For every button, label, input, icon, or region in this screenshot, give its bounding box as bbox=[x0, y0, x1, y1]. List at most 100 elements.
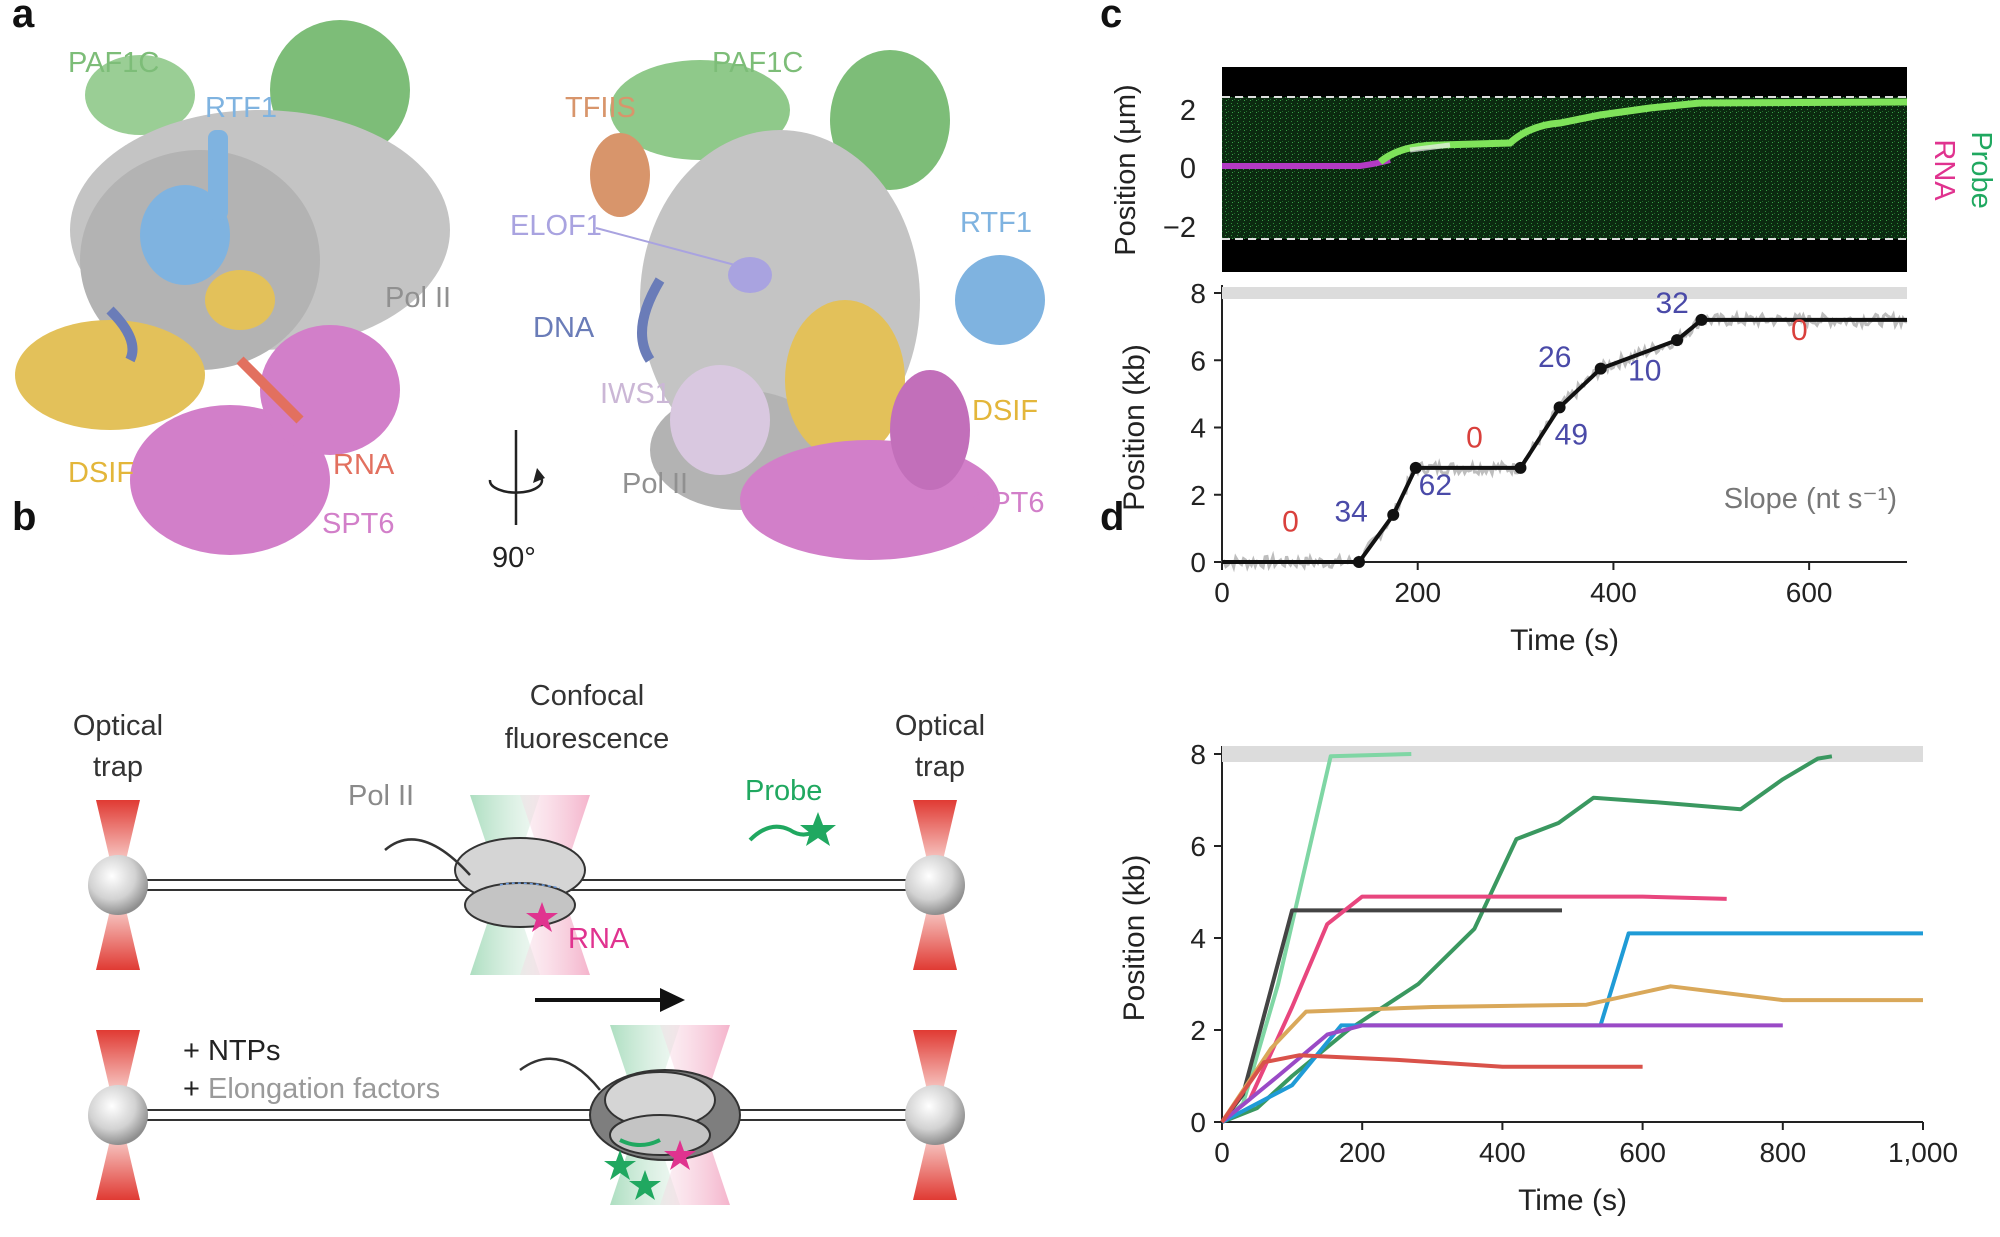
label-dsif-left: DSIF bbox=[68, 457, 134, 489]
chart-d-limit-band bbox=[1222, 746, 1923, 762]
chart-c-slope-label: 0 bbox=[1282, 506, 1299, 539]
chart-d-series-line-2 bbox=[1221, 754, 1833, 1124]
kymo-side-rna: RNA bbox=[1928, 139, 1960, 201]
label-rna-left: RNA bbox=[333, 449, 395, 481]
label-trap-right-2: trap bbox=[915, 751, 965, 783]
chart-d-xlabel: Time (s) bbox=[1518, 1184, 1627, 1217]
chart-d-series-line-3 bbox=[1220, 908, 1562, 1124]
kymo-rna-trace bbox=[1222, 157, 1391, 169]
bead-right-top bbox=[905, 855, 965, 915]
label-elongation: + Elongation factors bbox=[183, 1073, 440, 1105]
kymo-ytick-2: 2 bbox=[1180, 95, 1196, 127]
chart-c-breakpoint bbox=[1553, 401, 1566, 414]
label-confocal-1: Confocal bbox=[530, 680, 644, 712]
chart-d-ytick-label: 0 bbox=[1190, 1107, 1206, 1138]
panel-label-b: b bbox=[12, 495, 37, 539]
label-rotation: 90° bbox=[492, 542, 536, 574]
chart-d-series-line-8 bbox=[1220, 1053, 1643, 1124]
chart-c-slope-label: 26 bbox=[1538, 341, 1571, 374]
chart-d-series-line-6 bbox=[1220, 984, 1923, 1124]
chart-c-breakpoint bbox=[1695, 313, 1708, 326]
direction-arrow bbox=[535, 988, 685, 1012]
chart-c-ytick-label: 0 bbox=[1190, 547, 1206, 578]
pol2-schematic-top bbox=[384, 837, 586, 932]
chart-d-series-line-5 bbox=[1221, 931, 1923, 1124]
chart-c-slope-label: 10 bbox=[1628, 354, 1661, 387]
chart-d-ylabel: Position (kb) bbox=[1118, 855, 1151, 1022]
trap-right-bottom bbox=[913, 1030, 957, 1200]
chart-d-ytick-label: 2 bbox=[1190, 1015, 1206, 1046]
panel-label-a: a bbox=[12, 0, 35, 36]
label-paf1c-left: PAF1C bbox=[68, 47, 159, 79]
chart-c-breakpoint bbox=[1514, 461, 1527, 474]
chart-c-xtick-label: 400 bbox=[1590, 577, 1637, 608]
panel-a-structures bbox=[15, 20, 1045, 560]
chart-d-xtick-label: 0 bbox=[1214, 1137, 1230, 1168]
chart-c-xlabel: Time (s) bbox=[1510, 624, 1619, 657]
label-iws1: IWS1 bbox=[600, 378, 671, 410]
chart-c-breakpoint bbox=[1353, 556, 1365, 568]
chart-c-breakpoint bbox=[1409, 461, 1422, 474]
label-spt6-right: SPT6 bbox=[972, 487, 1045, 519]
chart-c-slope-label: 34 bbox=[1334, 496, 1367, 529]
panel-label-d: d bbox=[1100, 495, 1125, 539]
kymo-side-probe: Probe bbox=[1965, 131, 1997, 208]
chart-c-fit-line bbox=[1222, 317, 1907, 564]
structure-left bbox=[15, 20, 450, 555]
chart-c-breakpoint bbox=[1594, 362, 1607, 375]
chart-d-xtick-label: 1,000 bbox=[1888, 1137, 1958, 1168]
label-trap-left-2: trap bbox=[93, 751, 143, 783]
label-dna: DNA bbox=[533, 312, 595, 344]
chart-d: 0 200 400 600 800 1,000 0 2 4 6 8 Time (s) Position … bbox=[1118, 739, 1958, 1217]
chart-c-ytick-label: 8 bbox=[1190, 278, 1206, 309]
bead-right-bottom bbox=[905, 1085, 965, 1145]
chart-c-slope-label: 49 bbox=[1555, 418, 1588, 451]
chart-c-breakpoint bbox=[1671, 334, 1684, 347]
chart-c-ytick-label: 2 bbox=[1190, 480, 1206, 511]
chart-d-xtick-label: 600 bbox=[1619, 1137, 1666, 1168]
label-trap-right-1: Optical bbox=[895, 710, 985, 742]
chart-d-ytick-label: 4 bbox=[1190, 923, 1206, 954]
label-rna-b: RNA bbox=[568, 923, 630, 955]
panel-b-schematic bbox=[88, 795, 965, 1205]
chart-c-slope-label: 0 bbox=[1791, 314, 1808, 347]
bead-left-top bbox=[88, 855, 148, 915]
chart-c-ytick-label: 4 bbox=[1190, 413, 1206, 444]
kymograph bbox=[1222, 67, 1908, 272]
chart-c-slope-label: 0 bbox=[1466, 422, 1483, 455]
chart-d-ytick-label: 6 bbox=[1190, 831, 1206, 862]
chart-d-xtick-label: 800 bbox=[1759, 1137, 1806, 1168]
label-trap-left-1: Optical bbox=[73, 710, 163, 742]
trap-right-top bbox=[913, 800, 957, 970]
chart-d-xtick-label: 200 bbox=[1339, 1137, 1386, 1168]
label-confocal-2: fluorescence bbox=[505, 723, 669, 755]
chart-c-breakpoint bbox=[1387, 508, 1400, 521]
chart-d-xtick-label: 400 bbox=[1479, 1137, 1526, 1168]
chart-c-slope-label: 62 bbox=[1419, 469, 1452, 502]
label-ntps: + NTPs bbox=[183, 1035, 281, 1067]
chart-c-xtick-label: 200 bbox=[1394, 577, 1441, 608]
probe-icon bbox=[748, 812, 836, 846]
kymo-ytick-0: 0 bbox=[1180, 153, 1196, 185]
chart-c: 0 200 400 600 0 2 4 6 8 Time (s) Position (kb) 0 34 6… bbox=[1118, 278, 1908, 657]
pol2-schematic-bottom bbox=[519, 1057, 741, 1200]
bead-left-bottom bbox=[88, 1085, 148, 1145]
label-rtf1-right: RTF1 bbox=[960, 207, 1032, 239]
kymo-ytick-neg2: −2 bbox=[1163, 212, 1196, 244]
chart-c-limit-band bbox=[1222, 287, 1907, 299]
kymo-probe-trace bbox=[1377, 98, 1908, 165]
structure-right bbox=[590, 50, 1045, 560]
label-pol2-b: Pol II bbox=[348, 780, 414, 812]
label-pol2-left: Pol II bbox=[385, 282, 451, 314]
label-elof1: ELOF1 bbox=[510, 210, 602, 242]
rotation-icon bbox=[488, 430, 545, 525]
label-rtf1-left: RTF1 bbox=[205, 92, 277, 124]
trap-left-top bbox=[96, 800, 140, 970]
chart-c-xtick-label: 600 bbox=[1786, 577, 1833, 608]
chart-d-ytick-label: 8 bbox=[1190, 739, 1206, 770]
chart-c-slope-annotation: Slope (nt s⁻¹) bbox=[1724, 483, 1897, 515]
trap-left-bottom bbox=[96, 1030, 140, 1200]
panel-label-c: c bbox=[1100, 0, 1123, 36]
chart-c-slope-label: 32 bbox=[1655, 287, 1688, 320]
